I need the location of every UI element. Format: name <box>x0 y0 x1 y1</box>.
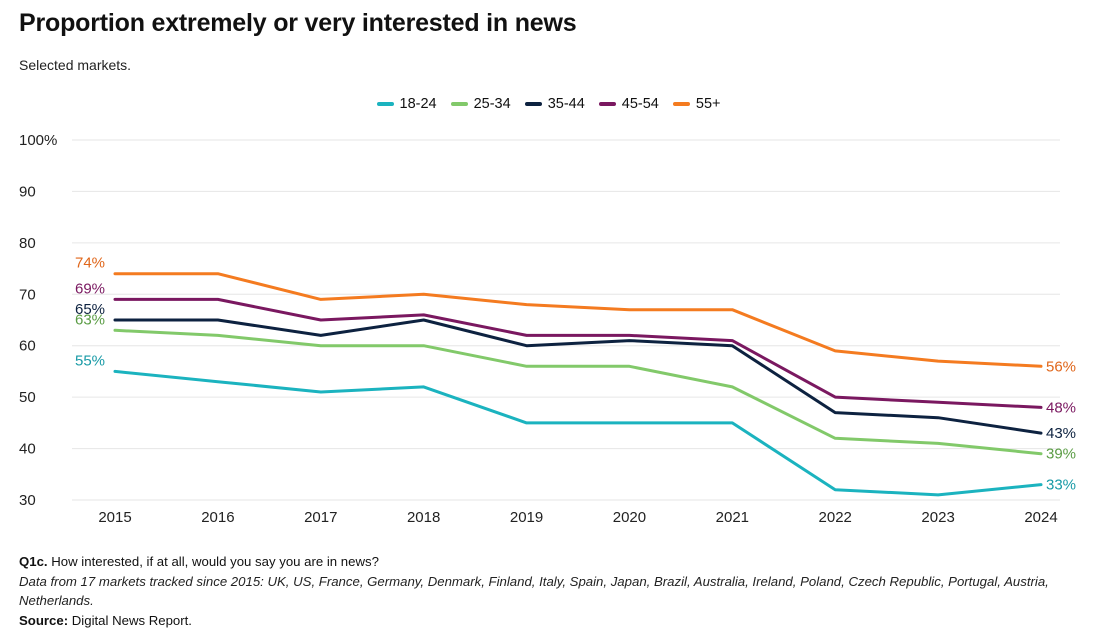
series-45-54-end-label: 48% <box>1046 399 1076 416</box>
source-text: Digital News Report. <box>71 612 192 628</box>
legend-label: 25-34 <box>473 96 511 112</box>
y-tick-label: 70 <box>19 286 36 303</box>
series-55-end-label: 56% <box>1046 358 1076 375</box>
series-55-start-label: 74% <box>75 255 105 272</box>
legend-swatch <box>598 102 616 106</box>
series-18-24-end-label: 33% <box>1046 477 1076 494</box>
x-tick-label: 2021 <box>716 509 749 526</box>
legend-label: 35-44 <box>547 96 585 112</box>
y-tick-label: 80 <box>19 235 36 252</box>
series-45-54-line <box>113 297 1043 409</box>
y-tick-label: 30 <box>19 492 36 509</box>
line-chart: 30 40 50 60 70 80 90 100% 2015 2016 2017 2018 2019 20… <box>19 132 1076 526</box>
legend-swatch <box>524 102 542 106</box>
series-18-24-start-label: 55% <box>75 352 105 369</box>
series-25-34-start-label: 63% <box>75 311 105 328</box>
chart-footer: Q1c. How interested, if at all, would yo… <box>19 552 1084 630</box>
chart-legend: 18-24 25-34 35-44 45-54 55+ <box>0 96 1097 112</box>
x-tick-label: 2016 <box>201 509 234 526</box>
series-35-44-start-label: 65% <box>75 301 105 318</box>
series-25-34-end-label: 39% <box>1046 446 1076 463</box>
question-text: How interested, if at all, would you say… <box>51 554 379 569</box>
x-tick-label: 2018 <box>407 509 440 526</box>
y-tick-label: 40 <box>19 441 36 458</box>
source-label: Source: <box>19 612 69 628</box>
legend-swatch <box>672 102 690 106</box>
series-55-line <box>113 272 1043 368</box>
y-tick-label: 90 <box>19 183 36 200</box>
x-tick-label: 2015 <box>98 509 131 526</box>
legend-item: 35-44 <box>524 96 585 112</box>
x-tick-label: 2024 <box>1024 509 1057 526</box>
x-tick-label: 2022 <box>819 509 852 526</box>
legend-item: 18-24 <box>376 96 437 112</box>
question-label: Q1c. <box>19 554 48 569</box>
source-line: Source: Digital News Report. <box>19 611 1084 631</box>
legend-label: 18-24 <box>399 96 437 112</box>
question-line: Q1c. How interested, if at all, would yo… <box>19 552 1084 572</box>
legend-swatch <box>376 102 394 106</box>
legend-label: 45-54 <box>621 96 659 112</box>
chart-subtitle: Selected markets. <box>19 57 132 73</box>
y-tick-label: 100% <box>19 132 57 149</box>
legend-label: 55+ <box>695 96 721 112</box>
series-18-24-line <box>113 369 1043 497</box>
series-45-54-start-label: 69% <box>75 280 105 297</box>
series-25-34-line <box>113 328 1043 456</box>
y-tick-label: 60 <box>19 338 36 355</box>
series-35-44-end-label: 43% <box>1046 425 1076 442</box>
legend-item: 25-34 <box>450 96 511 112</box>
y-tick-label: 50 <box>19 389 36 406</box>
x-tick-label: 2023 <box>921 509 954 526</box>
legend-swatch <box>450 102 468 106</box>
x-tick-label: 2017 <box>304 509 337 526</box>
data-note: Data from 17 markets tracked since 2015:… <box>19 573 1049 609</box>
x-tick-label: 2020 <box>613 509 646 526</box>
series-35-44-line <box>113 318 1043 435</box>
legend-item: 45-54 <box>598 96 659 112</box>
x-tick-label: 2019 <box>510 509 543 526</box>
chart-title: Proportion extremely or very interested … <box>19 9 577 37</box>
legend-item: 55+ <box>672 96 721 112</box>
